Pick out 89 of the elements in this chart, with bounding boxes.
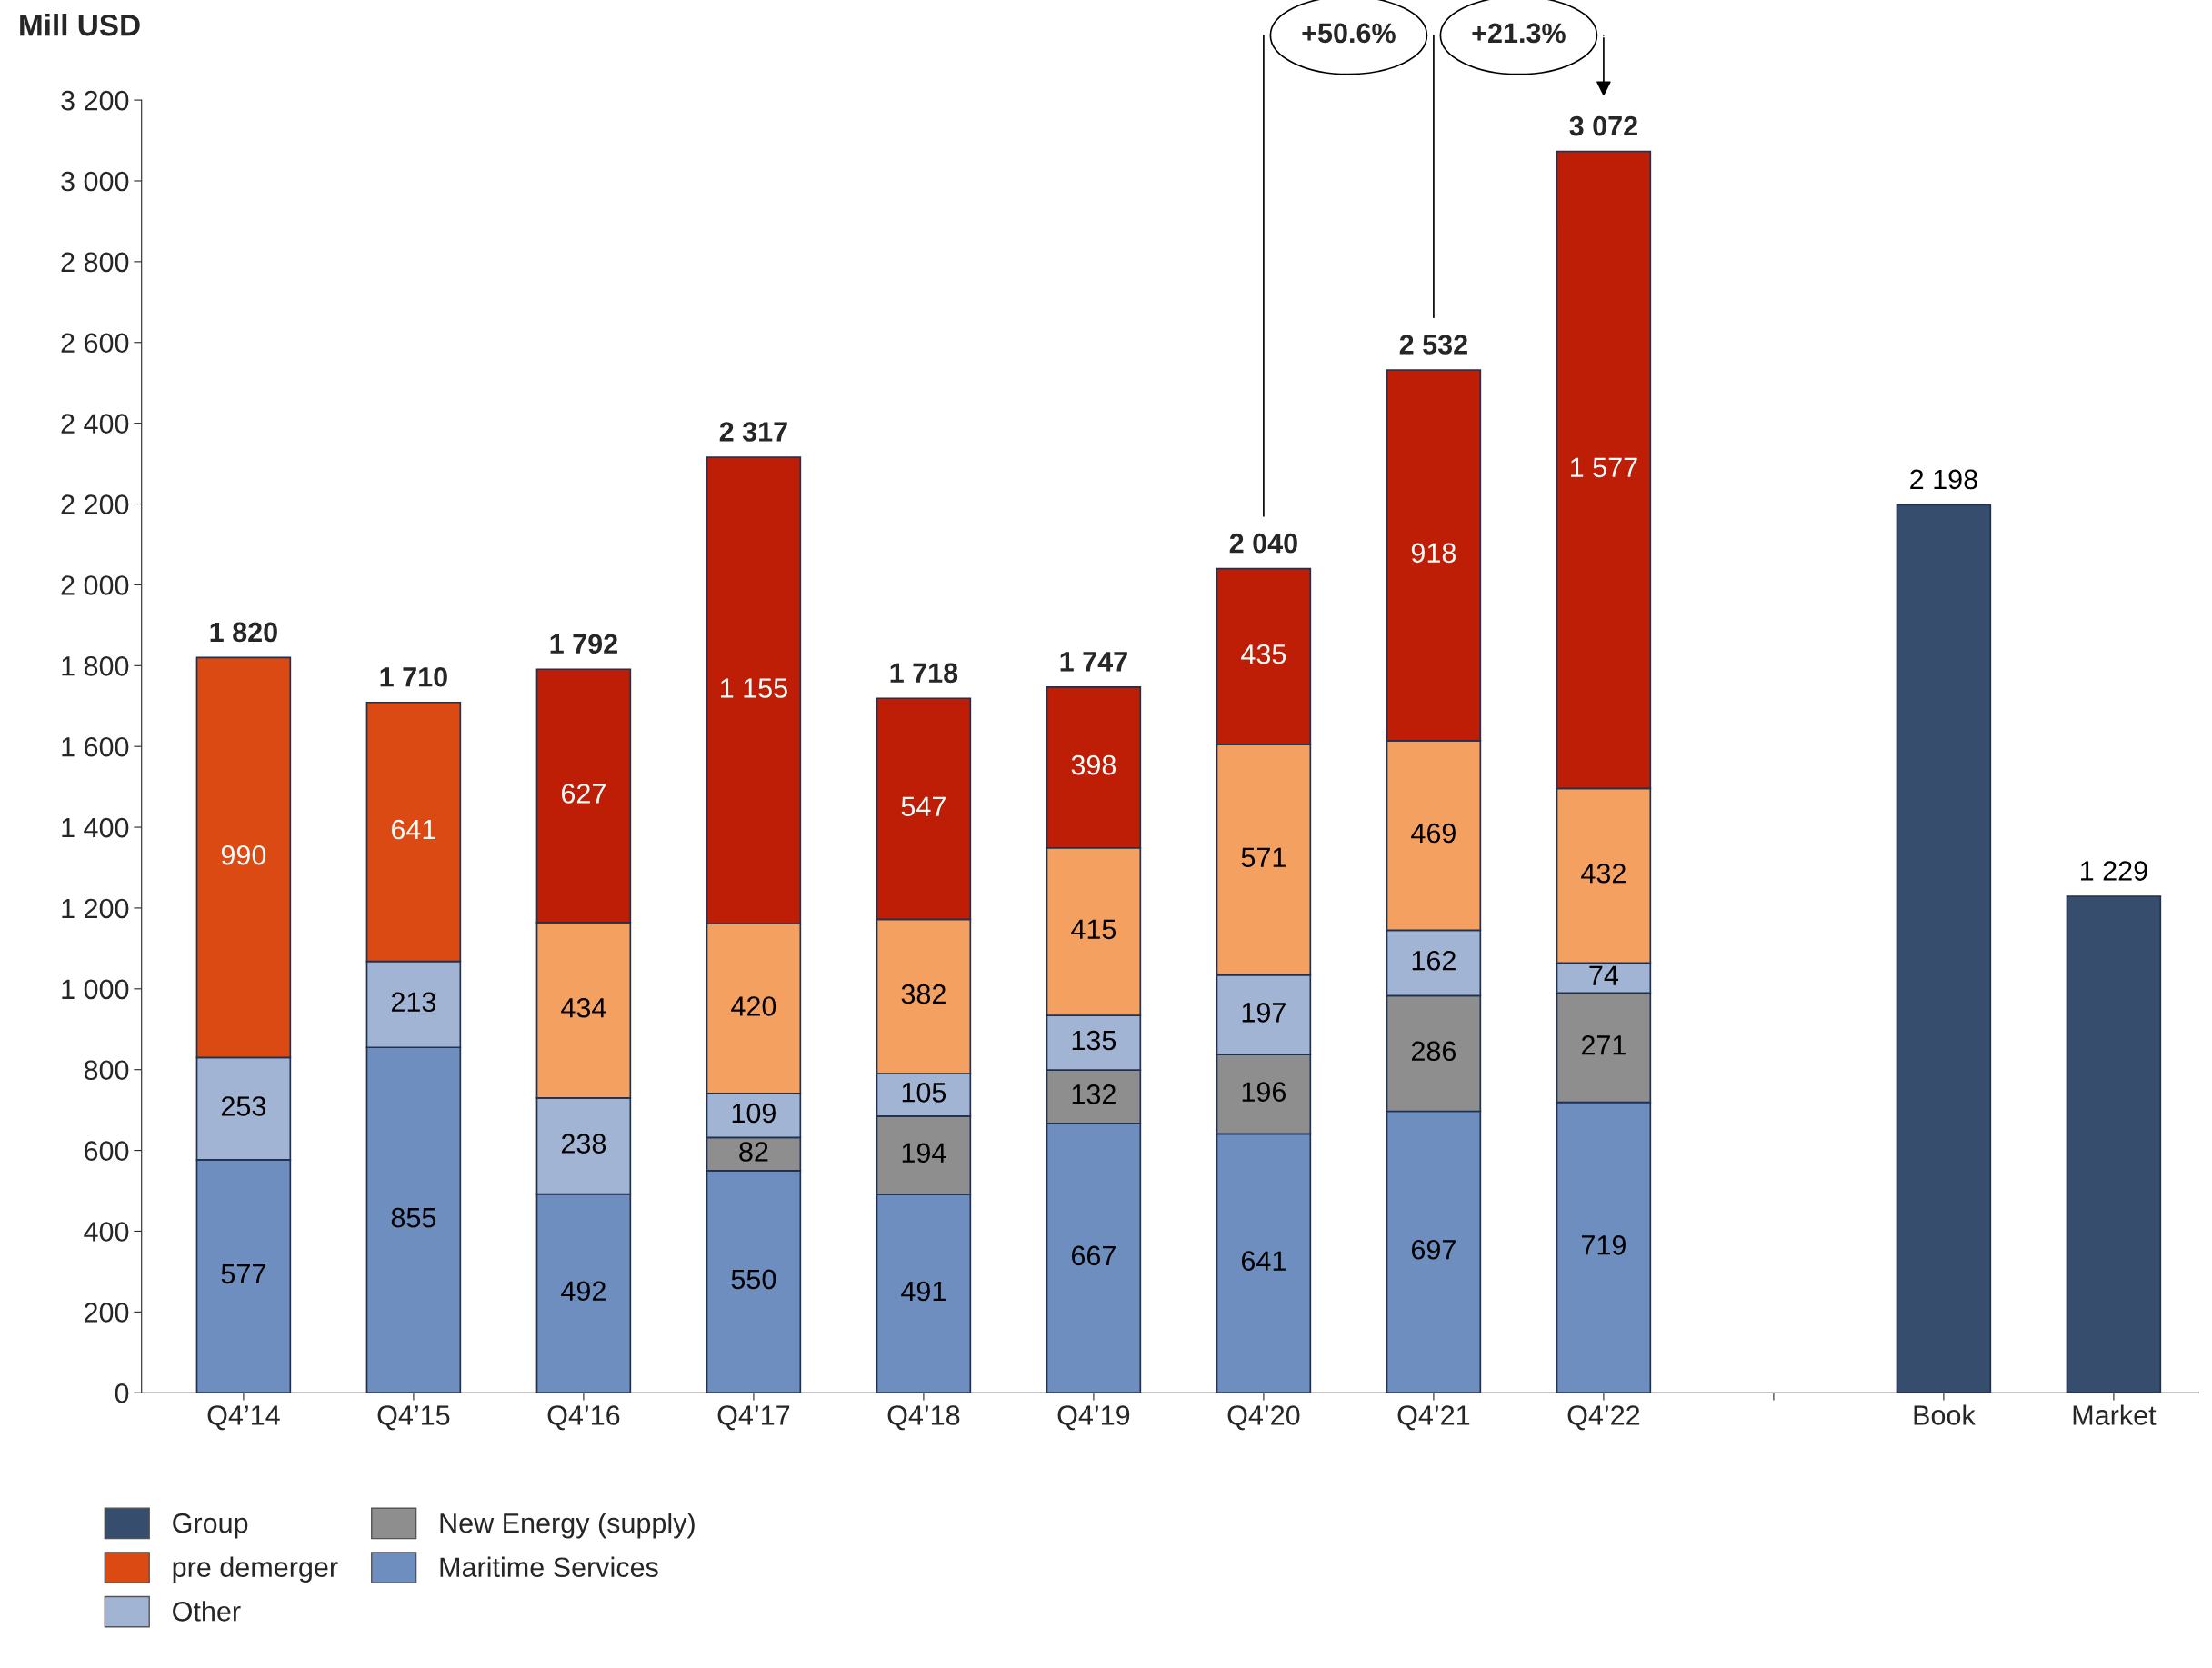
total-label: 1 820 — [210, 622, 277, 643]
y-tick-label: 2 200 — [61, 494, 129, 514]
data-label: 435 — [1241, 644, 1286, 664]
data-label: 491 — [901, 1281, 946, 1302]
data-label: 434 — [561, 997, 606, 1018]
data-label: 918 — [1411, 543, 1456, 564]
data-label: 719 — [1581, 1235, 1626, 1255]
total-label: 1 710 — [380, 666, 447, 687]
total-label: 1 747 — [1060, 652, 1127, 672]
y-tick-label: 1 200 — [62, 898, 129, 919]
data-label: 492 — [561, 1281, 606, 1302]
legend-label: Other — [173, 1601, 241, 1622]
y-tick-label: 1 800 — [62, 656, 129, 676]
data-label: 196 — [1242, 1082, 1286, 1103]
data-label: 420 — [731, 996, 776, 1016]
total-label: 2 532 — [1399, 335, 1467, 355]
x-tick-label: Q4’15 — [377, 1405, 450, 1431]
legend-label: Maritime Services — [440, 1556, 658, 1578]
data-label: 469 — [1411, 823, 1456, 844]
legend-label: Group — [173, 1513, 248, 1539]
data-label: 197 — [1242, 1003, 1286, 1023]
data-label: 697 — [1411, 1239, 1456, 1260]
data-label: 162 — [1412, 950, 1456, 971]
y-tick-label: 800 — [84, 1060, 129, 1081]
legend-label: pre demerger — [173, 1556, 338, 1583]
data-label: 577 — [221, 1263, 265, 1284]
y-tick-label: 0 — [115, 1383, 129, 1403]
x-tick-label: Book — [1914, 1404, 1976, 1425]
y-axis-title: Mill USD — [20, 14, 140, 36]
data-label: 82 — [739, 1142, 768, 1162]
x-tick-label: Q4’17 — [717, 1405, 790, 1431]
data-label: 382 — [901, 984, 946, 1004]
y-tick-label: 400 — [84, 1222, 129, 1242]
data-label: 547 — [901, 796, 946, 817]
data-label: 74 — [1589, 965, 1619, 985]
bar — [1896, 504, 1992, 1393]
text: +50.6% — [1302, 23, 1396, 44]
x-tick-label: Q4’21 — [1397, 1405, 1470, 1431]
data-label: 990 — [221, 844, 266, 865]
data-label: 132 — [1072, 1084, 1116, 1104]
data-label: 109 — [732, 1103, 776, 1124]
x-tick-label: Q4’22 — [1567, 1405, 1640, 1431]
data-label: 238 — [561, 1134, 606, 1154]
y-tick-label: 2 800 — [61, 252, 129, 273]
data-label: 286 — [1411, 1041, 1456, 1062]
data-label: 627 — [561, 784, 606, 804]
legend-label: New Energy (supply) — [440, 1513, 695, 1539]
data-label: 1 577 — [1571, 457, 1637, 478]
y-tick-label: 1 000 — [62, 979, 129, 1000]
total-label: 2 317 — [719, 422, 787, 442]
data-label: 253 — [221, 1096, 266, 1116]
data-label: 415 — [1071, 919, 1116, 940]
data-label: 2 198 — [1910, 469, 1977, 490]
total-label: 1 792 — [550, 634, 617, 654]
x-tick-label: Q4’14 — [207, 1405, 280, 1431]
data-label: 667 — [1071, 1245, 1116, 1266]
y-tick-label: 1 600 — [62, 736, 129, 757]
y-tick-label: 1 400 — [62, 817, 129, 838]
data-label: 135 — [1072, 1030, 1116, 1051]
text: +21.3% — [1472, 23, 1566, 44]
data-label: 855 — [391, 1207, 436, 1228]
y-tick-label: 200 — [85, 1303, 129, 1323]
data-label: 641 — [1241, 1251, 1286, 1271]
data-label: 571 — [1241, 847, 1286, 868]
y-tick-label: 2 600 — [61, 333, 129, 354]
data-label: 1 155 — [721, 678, 787, 698]
total-label: 1 718 — [890, 663, 958, 684]
data-label: 105 — [902, 1083, 946, 1103]
x-tick-label: Q4’16 — [547, 1405, 620, 1431]
data-label: 271 — [1581, 1035, 1626, 1055]
x-tick-label: Q4’18 — [887, 1405, 960, 1431]
total-label: 3 072 — [1569, 115, 1637, 136]
total-label: 2 040 — [1229, 533, 1297, 554]
y-tick-label: 2 000 — [61, 575, 129, 595]
y-tick-label: 2 400 — [61, 414, 129, 434]
data-label: 432 — [1581, 863, 1626, 884]
x-tick-label: Q4’20 — [1227, 1405, 1300, 1431]
y-tick-label: 600 — [85, 1141, 129, 1161]
data-label: 1 229 — [2081, 861, 2147, 881]
data-label: 194 — [902, 1143, 946, 1164]
y-tick-label: 3 000 — [61, 171, 129, 192]
data-label: 213 — [391, 992, 436, 1013]
x-tick-label: Market — [2073, 1404, 2157, 1425]
data-label: 398 — [1071, 754, 1116, 775]
data-label: 550 — [731, 1269, 776, 1290]
y-tick-label: 3 200 — [61, 90, 129, 111]
bar — [2066, 895, 2162, 1393]
x-tick-label: Q4’19 — [1057, 1405, 1130, 1431]
data-label: 641 — [391, 819, 435, 840]
